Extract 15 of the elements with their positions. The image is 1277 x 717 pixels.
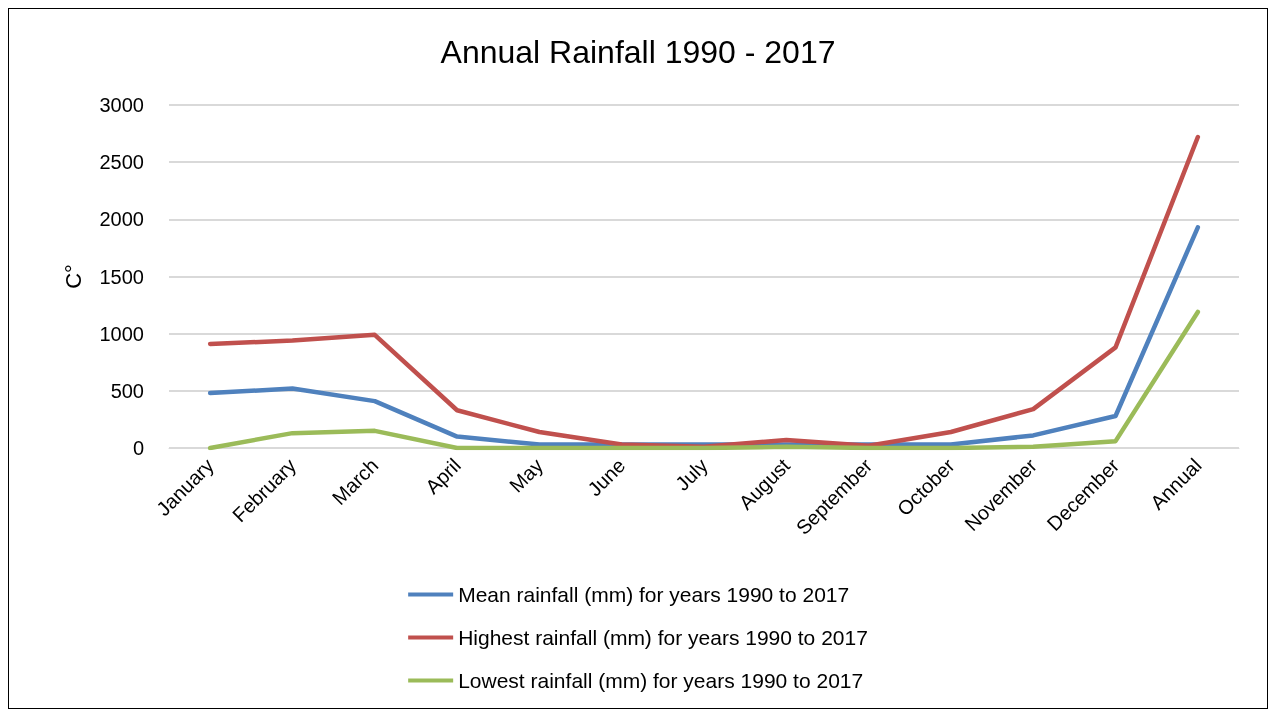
y-tick-label: 1500 (99, 265, 144, 288)
x-tick-label: July (671, 454, 712, 495)
y-tick-label: 500 (110, 379, 144, 402)
chart-title: Annual Rainfall 1990 - 2017 (440, 34, 836, 70)
y-tick-label: 3000 (99, 94, 144, 116)
legend-label: Highest rainfall (mm) for years 1990 to 2017 (458, 626, 868, 649)
x-tick-label: May (504, 454, 548, 497)
y-tick-label: 0 (132, 437, 144, 459)
legend-label: Lowest rainfall (mm) for years 1990 to 2017 (458, 669, 864, 692)
line-series (207, 309, 1201, 451)
y-tick-label: 1000 (99, 322, 144, 345)
y-tick-label: 2000 (99, 208, 144, 231)
legend-label: Mean rainfall (mm) for years 1990 to 2017 (458, 583, 850, 606)
y-axis-title: C° (60, 264, 86, 289)
y-tick-label: 2500 (99, 151, 144, 174)
